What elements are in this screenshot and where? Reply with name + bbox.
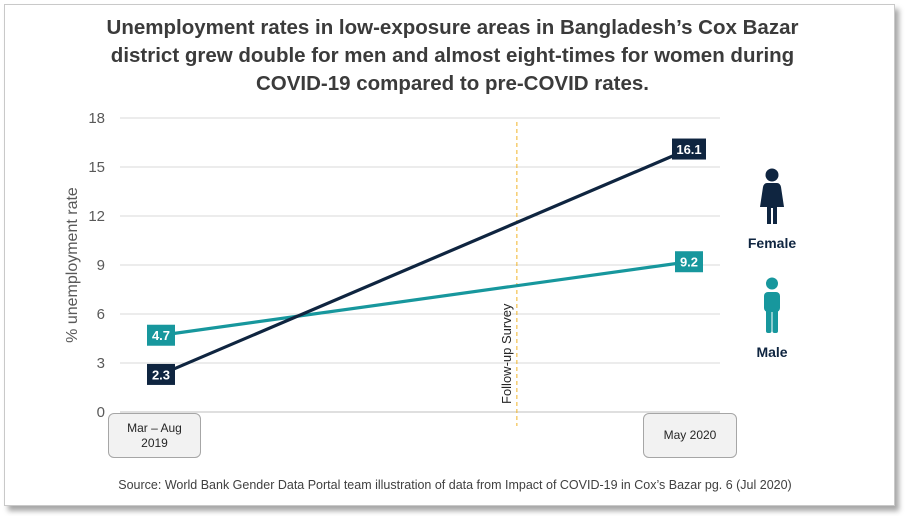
data-label: 9.2 <box>680 255 698 270</box>
y-tick-label: 3 <box>97 355 105 372</box>
source-note: Source: World Bank Gender Data Portal te… <box>118 478 792 492</box>
title-line: COVID-19 compared to pre-COVID rates. <box>255 72 649 95</box>
male-person-icon <box>764 277 780 333</box>
legend-male: Male <box>727 277 817 360</box>
x-category-box: May 2020 <box>643 413 737 458</box>
y-tick-label: 18 <box>88 110 105 127</box>
chart-title: Unemployment rates in low-exposure areas… <box>40 14 865 98</box>
data-point <box>147 324 175 346</box>
follow-up-label: Follow-up Survey <box>499 303 514 404</box>
data-point <box>675 251 703 273</box>
x-tick-label: Mar – Aug <box>127 420 182 435</box>
data-point <box>147 363 175 385</box>
y-tick-label: 15 <box>88 159 105 176</box>
data-point <box>672 138 706 160</box>
x-category-box: Mar – Aug 2019 <box>108 413 201 458</box>
y-tick-label: 12 <box>88 208 105 225</box>
y-tick-label: 0 <box>97 404 105 421</box>
x-tick-label: 2019 <box>141 435 168 450</box>
female-person-icon <box>760 168 784 224</box>
y-axis-label: % unemployment rate <box>64 187 81 343</box>
data-label: 2.3 <box>152 367 170 382</box>
legend-male-label: Male <box>756 344 788 360</box>
y-tick-label: 6 <box>97 306 105 323</box>
series-line-male <box>159 260 691 337</box>
data-label: 4.7 <box>152 328 170 343</box>
series-line-female <box>159 147 691 377</box>
title-line: Unemployment rates in low-exposure areas… <box>106 16 799 39</box>
x-tick-label: May 2020 <box>663 428 717 442</box>
legend-female-label: Female <box>747 235 797 251</box>
y-tick-label: 9 <box>97 257 105 274</box>
data-label: 16.1 <box>676 142 701 157</box>
legend-female: Female <box>727 168 817 251</box>
title-line: district grew double for men and almost … <box>110 44 795 67</box>
